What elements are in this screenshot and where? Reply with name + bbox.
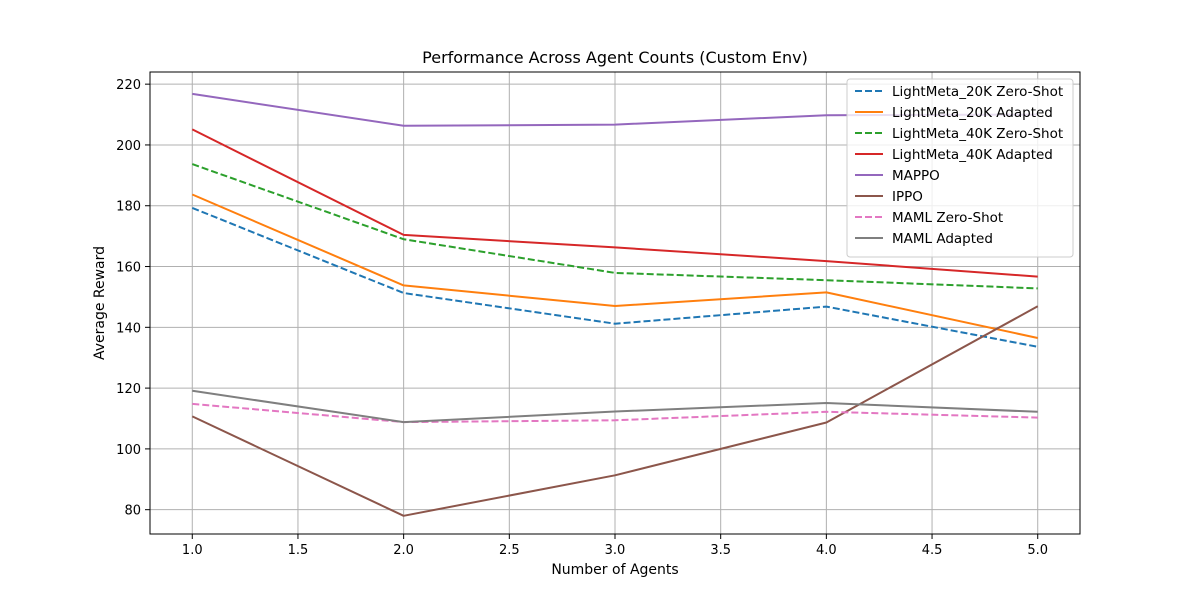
y-tick-label: 220 (116, 78, 141, 93)
legend-box (846, 78, 1074, 258)
x-tick-label: 3.0 (605, 543, 626, 558)
x-tick-label: 2.5 (499, 543, 520, 558)
y-tick-label: 100 (116, 443, 141, 458)
legend-label-0: LightMeta_20K Zero-Shot (892, 84, 1063, 100)
series-line-3 (191, 128, 1038, 278)
series-line-5 (191, 305, 1039, 517)
x-axis-label: Number of Agents (551, 562, 678, 578)
x-tick-label: 2.0 (393, 543, 414, 558)
y-tick-label: 80 (124, 504, 141, 519)
x-tick-label: 1.5 (288, 543, 309, 558)
legend-label-1: LightMeta_20K Adapted (892, 105, 1053, 121)
legend-label-3: LightMeta_40K Adapted (892, 147, 1053, 163)
x-tick-label: 4.5 (922, 543, 943, 558)
x-tick-label: 5.0 (1027, 543, 1048, 558)
y-tick-label: 160 (116, 261, 141, 276)
series-line-0 (191, 206, 1038, 348)
legend-label-5: IPPO (892, 189, 923, 205)
x-tick-label: 4.0 (816, 543, 837, 558)
grid-lines (150, 72, 1080, 534)
series-line-2 (191, 163, 1038, 290)
y-tick-label: 140 (116, 321, 141, 336)
chart-title: Performance Across Agent Counts (Custom … (422, 48, 808, 67)
legend-label-6: MAML Zero-Shot (892, 210, 1003, 226)
x-tick-label: 1.0 (182, 543, 203, 558)
legend-label-2: LightMeta_40K Zero-Shot (892, 126, 1063, 142)
y-tick-label: 180 (116, 200, 141, 215)
axis-ticks: 1.0 1.5 2.0 2.5 3.0 3.5 4.0 4.5 5.0 80 100 120 140 16… (116, 78, 1048, 558)
y-tick-label: 200 (116, 139, 141, 154)
legend: LightMeta_20K Zero-Shot LightMeta_20K Ada… (846, 78, 1074, 258)
legend-label-7: MAML Adapted (892, 231, 993, 247)
y-tick-label: 120 (116, 382, 141, 397)
series-line-1 (191, 193, 1038, 339)
x-tick-label: 3.5 (710, 543, 731, 558)
y-axis-label: Average Reward (92, 246, 108, 360)
series-line-6 (192, 402, 1038, 424)
legend-label-4: MAPPO (892, 168, 940, 184)
series-line-7 (192, 389, 1038, 424)
